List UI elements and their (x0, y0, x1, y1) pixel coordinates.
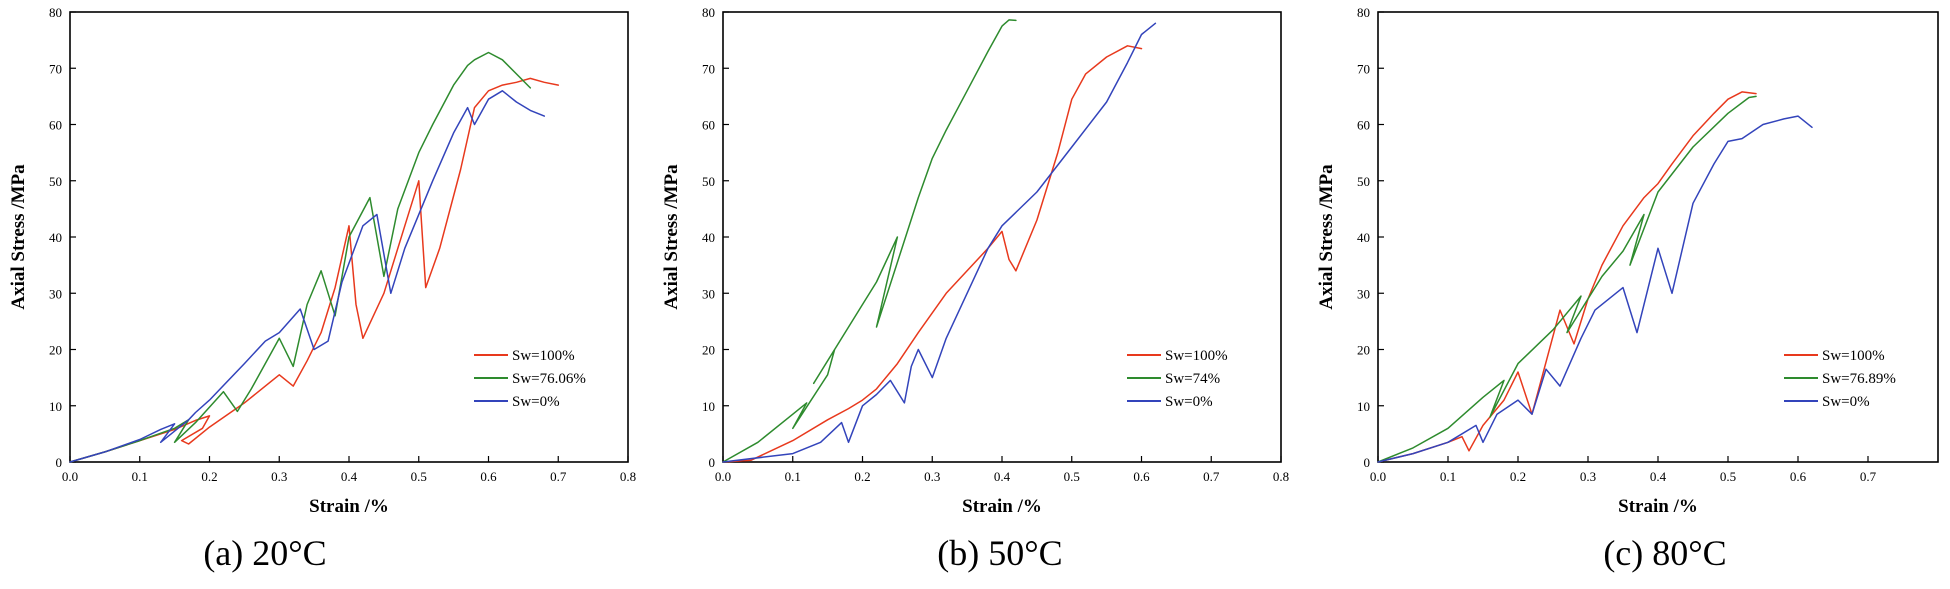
x-axis-title: Strain /% (309, 496, 389, 517)
y-tick-label: 10 (702, 399, 715, 414)
series-line-green (722, 19, 1017, 463)
x-tick-label: 0.7 (1860, 469, 1877, 484)
y-tick-label: 60 (702, 118, 715, 133)
x-tick-label: 0.1 (785, 469, 801, 484)
series-line-blue (69, 90, 546, 463)
legend-label: Sw=100% (1822, 348, 1885, 364)
x-tick-label: 0.0 (62, 469, 78, 484)
x-tick-label: 0.5 (1064, 469, 1080, 484)
y-tick-label: 20 (702, 343, 715, 358)
x-tick-label: 0.0 (715, 469, 731, 484)
x-tick-label: 0.5 (1720, 469, 1736, 484)
series-line-red (722, 45, 1143, 463)
x-tick-label: 0.2 (1510, 469, 1526, 484)
y-tick-label: 0 (56, 455, 63, 470)
x-tick-label: 0.6 (480, 469, 497, 484)
x-tick-label: 0.7 (1203, 469, 1220, 484)
x-tick-label: 0.2 (201, 469, 217, 484)
x-tick-label: 0.4 (994, 469, 1011, 484)
series-line-red (69, 77, 560, 463)
x-tick-label: 0.3 (1580, 469, 1596, 484)
chart-panel-2: 0.0 0.1 0.2 0.3 0.4 0.5 0.6 0.7 0.8 0 10 20 30 40 50 60… (661, 5, 1289, 573)
series-line-green (69, 51, 532, 463)
y-tick-label: 80 (1357, 5, 1370, 20)
y-axis-title: Axial Stress /MPa (8, 164, 29, 310)
y-tick-label: 30 (702, 286, 715, 301)
panel-caption: (c) 80°C (1603, 533, 1726, 573)
y-tick-label: 60 (1357, 118, 1370, 133)
y-tick-label: 20 (1357, 343, 1370, 358)
y-axis-title: Axial Stress /MPa (1316, 164, 1337, 310)
y-tick-label: 0 (1364, 455, 1371, 470)
y-tick-label: 50 (49, 174, 62, 189)
y-tick-label: 50 (1357, 174, 1370, 189)
legend-label: Sw=100% (1165, 348, 1228, 364)
x-tick-label: 0.1 (132, 469, 148, 484)
panel-caption: (b) 50°C (937, 533, 1062, 573)
y-tick-label: 40 (702, 230, 715, 245)
series-line-green (1377, 95, 1757, 463)
x-tick-label: 0.2 (854, 469, 870, 484)
legend-label: Sw=76.89% (1822, 371, 1896, 387)
x-tick-label: 0.1 (1440, 469, 1456, 484)
x-axis-title: Strain /% (962, 496, 1042, 517)
y-tick-label: 60 (49, 118, 62, 133)
x-tick-label: 0.5 (411, 469, 427, 484)
series-line-blue (1377, 115, 1813, 463)
legend-label: Sw=100% (512, 348, 575, 364)
y-tick-label: 30 (1357, 286, 1370, 301)
x-tick-label: 0.7 (550, 469, 567, 484)
y-tick-label: 40 (49, 230, 62, 245)
y-tick-label: 0 (709, 455, 716, 470)
x-tick-label: 0.8 (1273, 469, 1289, 484)
chart-panel-3: 0.0 0.1 0.2 0.3 0.4 0.5 0.6 0.7 0 10 20 30 40 50 60 70 8… (1316, 5, 1939, 573)
y-axis-title: Axial Stress /MPa (661, 164, 682, 310)
y-tick-label: 80 (702, 5, 715, 20)
x-axis-title: Strain /% (1618, 496, 1698, 517)
legend-label: Sw=0% (1822, 394, 1870, 410)
x-tick-label: 0.8 (620, 469, 636, 484)
panel-caption: (a) 20°C (203, 533, 326, 573)
series-line-blue (722, 22, 1157, 463)
legend-label: Sw=0% (1165, 394, 1213, 410)
legend-label: Sw=0% (512, 394, 560, 410)
x-tick-label: 0.3 (924, 469, 940, 484)
y-tick-label: 80 (49, 5, 62, 20)
y-tick-label: 40 (1357, 230, 1370, 245)
x-tick-label: 0.4 (1650, 469, 1667, 484)
y-tick-label: 10 (49, 399, 62, 414)
x-tick-label: 0.3 (271, 469, 287, 484)
y-tick-label: 70 (702, 61, 715, 76)
series-line-red (1377, 91, 1757, 463)
y-tick-label: 70 (1357, 61, 1370, 76)
y-tick-label: 30 (49, 286, 62, 301)
legend-label: Sw=76.06% (512, 371, 586, 387)
y-tick-label: 70 (49, 61, 62, 76)
x-tick-label: 0.4 (341, 469, 358, 484)
y-tick-label: 10 (1357, 399, 1370, 414)
y-tick-label: 50 (702, 174, 715, 189)
chart-panel-1: 0.0 0.1 0.2 0.3 0.4 0.5 0.6 0.7 0.8 0 10 20 30 40 50 60… (8, 5, 636, 573)
y-tick-label: 20 (49, 343, 62, 358)
legend-label: Sw=74% (1165, 371, 1220, 387)
x-tick-label: 0.6 (1790, 469, 1807, 484)
x-tick-label: 0.0 (1370, 469, 1386, 484)
x-tick-label: 0.6 (1133, 469, 1150, 484)
